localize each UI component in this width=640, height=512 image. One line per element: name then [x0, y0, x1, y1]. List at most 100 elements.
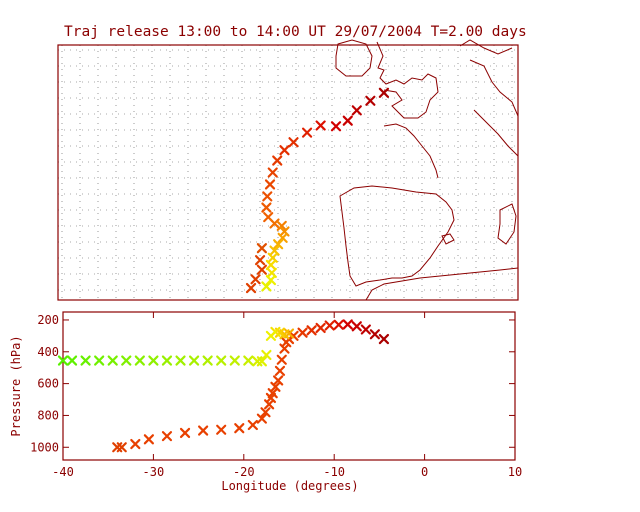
map-point — [272, 155, 283, 166]
profile-point — [216, 424, 227, 435]
y-axis-label: Pressure (hPa) — [9, 335, 23, 436]
profile-point — [202, 355, 213, 366]
coast-africa — [365, 267, 519, 301]
map-point — [256, 264, 267, 275]
x-tick-label: -40 — [52, 465, 74, 479]
map-point — [264, 179, 276, 190]
coast-island — [441, 233, 455, 245]
profile-point — [279, 343, 290, 354]
profile-point — [161, 355, 173, 366]
x-tick-label: -20 — [233, 465, 255, 479]
x-tick-label: -10 — [323, 465, 345, 479]
coast-ireland — [335, 39, 373, 77]
map-panel — [57, 39, 519, 301]
profile-point — [256, 413, 267, 424]
map-point — [250, 274, 261, 285]
profile-point — [161, 431, 173, 442]
profile-point — [264, 399, 275, 410]
map-point — [342, 115, 353, 126]
map-frame — [57, 44, 519, 301]
profile-panel: -40 -30 -20 -10 0 10 200 400 600 800 1000 Longitud… — [9, 311, 522, 493]
y-tick-label: 1000 — [30, 440, 59, 454]
x-tick-label: 0 — [421, 465, 428, 479]
profile-point — [143, 434, 154, 445]
profile-point — [130, 438, 141, 450]
coast-france — [383, 123, 439, 179]
coast-east — [473, 109, 519, 157]
map-point — [261, 202, 272, 213]
map-point — [351, 105, 362, 116]
profile-point — [229, 355, 240, 366]
profile-point — [297, 327, 308, 338]
coastlines — [335, 39, 519, 301]
profile-point — [315, 322, 326, 334]
coast-italy — [469, 59, 519, 117]
map-trajectory — [245, 87, 390, 294]
profile-point — [306, 325, 317, 336]
map-point — [261, 281, 272, 292]
map-point — [265, 274, 277, 286]
coast-north — [459, 39, 513, 55]
profile-point — [179, 427, 191, 439]
coast-iberia — [339, 185, 455, 287]
profile-trajectory — [57, 319, 390, 453]
profile-point — [234, 423, 245, 434]
profile-point — [276, 354, 287, 365]
profile-point — [333, 319, 344, 330]
profile-point — [351, 321, 362, 332]
coast-uk — [376, 41, 439, 119]
chart-title: Traj release 13:00 to 14:00 UT 29/07/200… — [64, 24, 527, 40]
profile-point — [252, 356, 263, 367]
map-point — [254, 255, 266, 266]
profile-point — [342, 319, 353, 330]
profile-point — [369, 329, 380, 340]
profile-point — [66, 355, 78, 366]
profile-point — [107, 355, 118, 366]
map-point — [245, 282, 257, 294]
map-point — [269, 218, 280, 229]
profile-point — [261, 349, 272, 361]
profile-point — [57, 355, 69, 366]
profile-point — [216, 355, 227, 366]
profile-point — [265, 330, 277, 341]
profile-point — [148, 355, 159, 366]
profile-point — [134, 355, 145, 366]
profile-point — [121, 355, 132, 366]
y-tick-label: 200 — [37, 313, 59, 327]
profile-frame — [62, 311, 516, 461]
profile-point — [80, 355, 91, 366]
map-point — [276, 220, 287, 231]
profile-point — [175, 355, 186, 366]
map-point — [365, 95, 376, 106]
profile-point — [243, 355, 254, 366]
profile-point — [260, 407, 271, 418]
y-tick-label: 600 — [37, 377, 59, 391]
profile-point — [188, 355, 200, 366]
map-point — [315, 120, 326, 131]
x-axis-label: Longitude (degrees) — [221, 479, 358, 493]
profile-point — [324, 320, 335, 331]
profile-point — [94, 355, 105, 366]
map-point — [265, 259, 277, 271]
profile-point — [112, 442, 123, 453]
map-point — [267, 167, 278, 178]
map-point — [330, 121, 342, 132]
map-point — [279, 145, 290, 156]
map-point — [262, 191, 273, 202]
map-point — [378, 87, 390, 98]
profile-point — [378, 333, 390, 345]
profile-point — [273, 375, 284, 386]
profile-point — [360, 324, 371, 335]
coast-sardinia — [497, 203, 517, 245]
map-gridlines — [58, 45, 518, 300]
map-point — [301, 127, 313, 138]
profile-point — [270, 381, 281, 392]
profile-point — [198, 425, 209, 436]
y-tick-label: 800 — [37, 408, 59, 422]
map-point — [288, 137, 299, 148]
map-point — [256, 243, 267, 254]
profile-point — [274, 365, 286, 376]
profile-ticks: -40 -30 -20 -10 0 10 200 400 600 800 1000 — [30, 312, 522, 479]
map-point — [273, 239, 284, 250]
